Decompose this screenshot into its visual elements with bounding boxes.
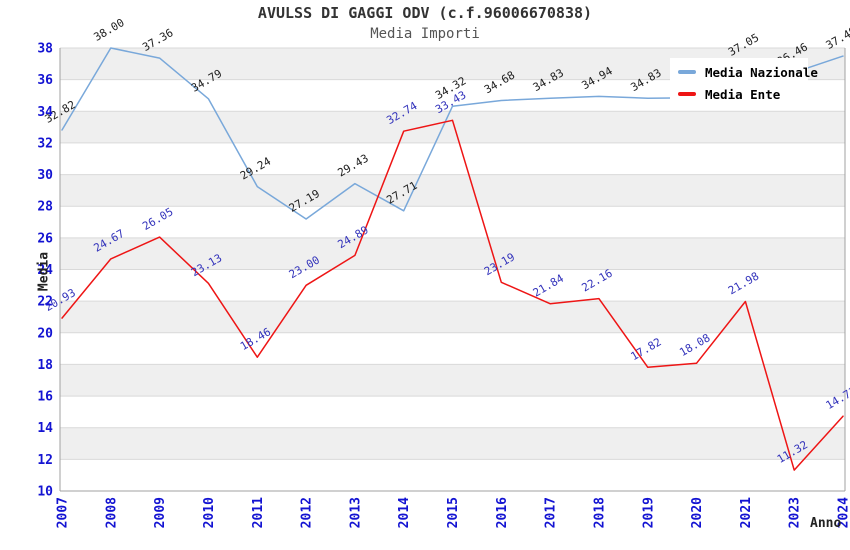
y-tick-label: 14 bbox=[37, 421, 53, 436]
data-point-label: 18.08 bbox=[677, 331, 712, 359]
y-tick-label: 18 bbox=[37, 358, 53, 373]
data-point-label: 21.84 bbox=[531, 272, 567, 300]
y-tick-label: 32 bbox=[37, 136, 53, 151]
x-tick-label: 2017 bbox=[544, 497, 559, 528]
y-tick-label: 22 bbox=[37, 295, 53, 310]
y-axis-title: Media bbox=[36, 251, 52, 292]
legend-item-media-nazionale: Media Nazionale bbox=[670, 61, 818, 83]
x-tick-label: 2009 bbox=[153, 497, 168, 528]
plot-band bbox=[60, 301, 845, 333]
y-tick-label: 12 bbox=[37, 453, 53, 468]
media-ente-line-swatch bbox=[678, 92, 696, 96]
x-tick-label: 2016 bbox=[495, 497, 510, 528]
y-tick-label: 38 bbox=[37, 42, 53, 57]
x-tick-label: 2013 bbox=[348, 497, 363, 528]
plot-band bbox=[60, 364, 845, 397]
data-point-label: 22.16 bbox=[580, 267, 615, 295]
y-tick-label: 20 bbox=[37, 326, 53, 341]
series-line-media-ente bbox=[61, 119, 844, 471]
legend: Media Nazionale Media Ente bbox=[670, 58, 818, 105]
x-tick-label: 2014 bbox=[397, 497, 412, 528]
data-point-label: 26.05 bbox=[140, 205, 175, 233]
x-tick-label: 2019 bbox=[641, 497, 656, 528]
x-tick-label: 2007 bbox=[56, 497, 71, 528]
plot-band bbox=[60, 237, 845, 270]
chart-title: AVULSS DI GAGGI ODV (c.f.96006670838) bbox=[257, 4, 593, 22]
y-tick-label: 16 bbox=[37, 390, 53, 405]
y-tick-label: 24 bbox=[37, 263, 53, 278]
x-tick-label: 2010 bbox=[202, 497, 217, 528]
data-point-label: 38.00 bbox=[91, 16, 126, 44]
y-tick-label: 28 bbox=[37, 200, 53, 215]
x-tick-label: 2008 bbox=[104, 497, 119, 528]
legend-label-media-ente: Media Ente bbox=[705, 86, 781, 102]
data-point-label: 37.49 bbox=[824, 24, 850, 52]
x-tick-label: 2023 bbox=[788, 497, 803, 528]
media-nazionale-line-swatch bbox=[678, 70, 696, 74]
x-tick-label: 2021 bbox=[739, 497, 754, 528]
legend-label-media-nazionale: Media Nazionale bbox=[705, 64, 818, 80]
data-point-label: 21.98 bbox=[726, 270, 761, 298]
y-tick-label: 30 bbox=[37, 168, 53, 183]
x-tick-label: 2018 bbox=[592, 497, 607, 528]
x-tick-label: 2012 bbox=[300, 497, 315, 528]
y-tick-label: 10 bbox=[37, 485, 53, 500]
x-tick-label: 2020 bbox=[690, 497, 705, 528]
plot-band bbox=[60, 111, 845, 143]
x-tick-label: 2015 bbox=[446, 497, 461, 528]
x-tick-label: 2011 bbox=[251, 497, 266, 528]
y-tick-label: 36 bbox=[37, 73, 53, 88]
data-point-label: 17.82 bbox=[628, 335, 663, 363]
x-axis-title: Anno bbox=[810, 516, 842, 531]
legend-item-media-ente: Media Ente bbox=[670, 83, 808, 105]
y-tick-label: 26 bbox=[37, 231, 53, 246]
y-tick-label: 34 bbox=[37, 105, 53, 120]
plot-band bbox=[60, 427, 845, 460]
x-tick-label: 2024 bbox=[837, 497, 850, 528]
chart-subtitle: Media Importi bbox=[370, 26, 480, 42]
plot-band bbox=[60, 174, 845, 207]
